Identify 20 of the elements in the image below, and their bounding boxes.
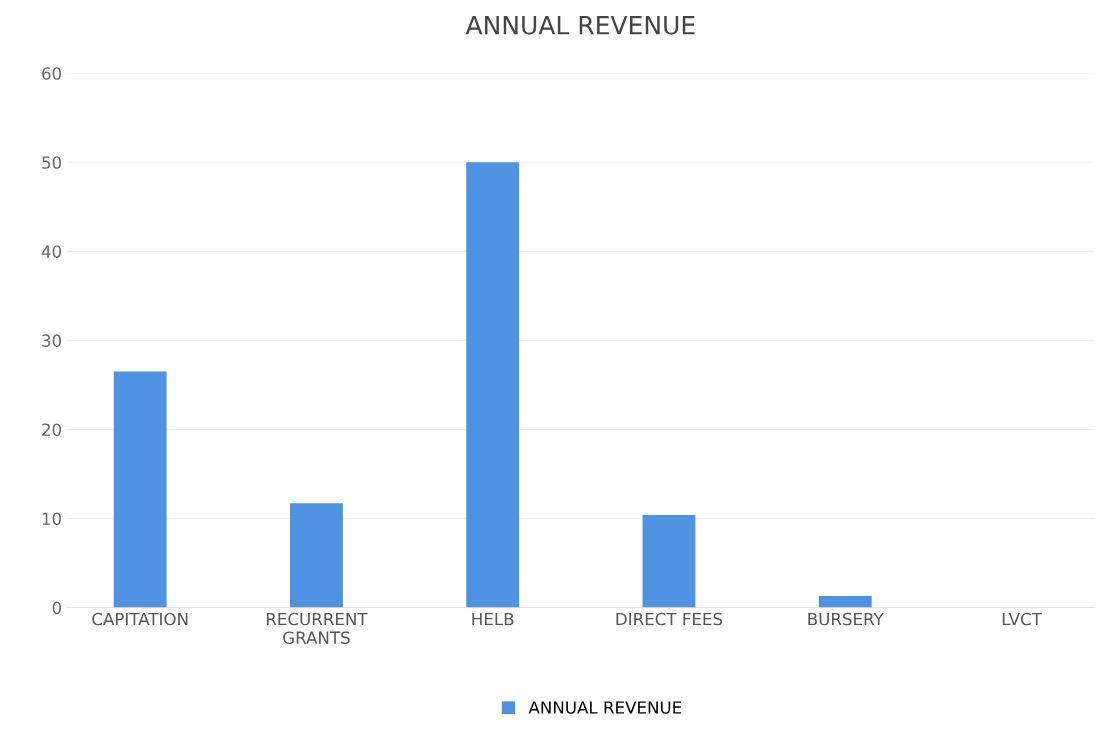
y-tick-label: 10 [42,512,62,526]
legend-label: ANNUAL REVENUE [528,701,682,714]
x-tick-label: DIRECT FEES [616,612,723,626]
bar [290,503,343,608]
y-tick-label: 30 [42,334,62,347]
bar [818,595,872,608]
bar [642,514,696,608]
chart-title: ANNUAL REVENUE [465,16,695,35]
y-tick-label: 40 [41,245,62,258]
y-tick-label: 20 [42,423,62,437]
bar [466,162,520,608]
y-tick-label: 0 [52,601,62,615]
x-tick-label: CAPITATION [92,612,188,626]
x-tick-label: RECURRENT GRANTS [266,612,368,644]
y-tick-label: 60 [42,67,62,80]
bar [113,371,167,608]
x-tick-label: HELB [472,612,514,626]
x-tick-label: BURSERY [808,612,884,626]
y-tick-label: 50 [42,156,62,169]
x-tick-label: LVCT [1002,612,1042,626]
